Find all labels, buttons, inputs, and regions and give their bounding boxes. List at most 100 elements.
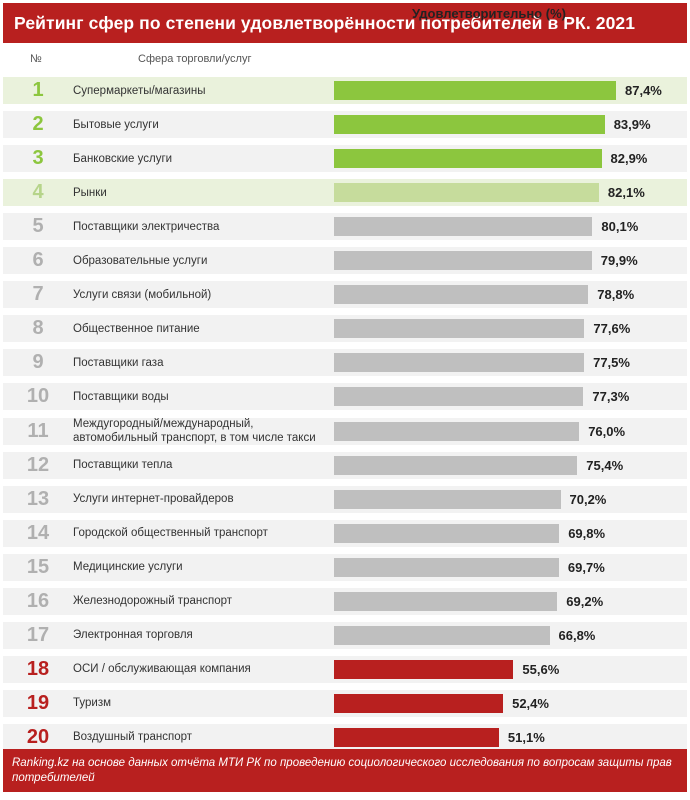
value-label: 69,8% [568, 525, 606, 541]
category-label: Поставщики воды [73, 390, 169, 403]
value-label: 82,1% [607, 185, 645, 201]
rank-number: 7 [32, 283, 44, 306]
table-row: 6 Образовательные услуги 79,9% [3, 247, 687, 275]
value-bar [334, 353, 585, 373]
value-bar [334, 693, 504, 713]
rank-number: 9 [32, 351, 44, 374]
rank-number: 20 [26, 725, 50, 748]
column-header-category: Сфера торговли/услуг [138, 53, 252, 65]
category-label: Железнодорожный транспорт [73, 595, 233, 608]
rank-number: 19 [26, 691, 50, 714]
column-header-value: Удовлетворительно (%) [412, 6, 566, 21]
category-label: Поставщики электричества [73, 220, 220, 233]
source-footer: Ranking.kz на основе данных отчёта МТИ Р… [3, 749, 687, 792]
table-row: 10 Поставщики воды 77,3% [3, 383, 687, 411]
rank-number: 12 [26, 453, 50, 476]
table-row: 11 Междугородный/международный, автомобил… [3, 417, 687, 445]
value-bar [334, 81, 616, 100]
rank-number: 16 [26, 589, 50, 612]
column-header-number: № [30, 53, 42, 65]
value-bar [334, 591, 558, 611]
value-label: 79,9% [600, 253, 638, 269]
category-label: Рынки [73, 186, 107, 199]
table-row: 12 Поставщики тепла 75,4% [3, 451, 687, 479]
value-label: 87,4% [625, 83, 662, 98]
rank-number: 18 [26, 657, 50, 680]
value-bar [334, 455, 578, 475]
value-label: 80,1% [601, 219, 639, 235]
value-label: 55,6% [522, 661, 560, 677]
value-label: 82,9% [610, 151, 648, 167]
value-label: 66,8% [558, 627, 596, 643]
table-row: 4 Рынки 82,1% [3, 179, 687, 207]
value-bar [334, 421, 580, 441]
value-label: 69,2% [566, 593, 604, 609]
rank-number: 3 [32, 147, 44, 170]
value-bar [334, 557, 559, 577]
category-label: Туризм [73, 697, 111, 710]
value-label: 75,4% [586, 457, 624, 473]
category-label: Медицинские услуги [73, 561, 183, 574]
category-label: Воздушный транспорт [73, 731, 193, 744]
table-row: 19 Туризм 52,4% [3, 689, 687, 717]
category-label: Поставщики тепла [73, 459, 173, 472]
table-row: 8 Общественное питание 77,6% [3, 315, 687, 343]
rank-number: 11 [27, 419, 49, 442]
rank-number: 8 [32, 317, 44, 340]
table-row: 3 Банковские услуги 82,9% [3, 145, 687, 173]
value-bar [334, 285, 589, 305]
value-label: 83,9% [613, 117, 651, 133]
rank-number: 15 [26, 555, 50, 578]
value-label: 77,5% [593, 355, 630, 371]
value-label: 78,8% [597, 287, 635, 303]
value-bar [334, 319, 585, 339]
value-label: 77,6% [593, 321, 631, 337]
table-row: 2 Бытовые услуги 83,9% [3, 111, 687, 139]
value-label: 52,4% [512, 695, 549, 711]
table-row: 17 Электронная торговля 66,8% [3, 621, 687, 649]
rank-number: 6 [32, 249, 44, 272]
category-label: Услуги интернет-провайдеров [73, 493, 234, 506]
rank-number: 1 [32, 79, 44, 101]
table-row: 13 Услуги интернет-провайдеров 70,2% [3, 485, 687, 513]
value-label: 77,3% [592, 389, 630, 405]
value-label: 70,2% [569, 491, 607, 507]
rank-number: 10 [26, 385, 50, 408]
table-row: 5 Поставщики электричества 80,1% [3, 213, 687, 241]
table-row: 14 Городской общественный транспорт 69,8% [3, 519, 687, 547]
value-bar [334, 183, 599, 203]
value-label: 69,7% [567, 559, 605, 575]
rank-number: 5 [32, 215, 44, 238]
value-bar [334, 149, 602, 169]
category-label: Междугородный/международный, автомобильн… [73, 418, 316, 444]
category-label: Электронная торговля [73, 629, 193, 642]
table-row: 20 Воздушный транспорт 51,1% [3, 723, 687, 751]
value-bar [334, 387, 584, 407]
chart-title: Рейтинг сфер по степени удовлетворённост… [3, 3, 687, 43]
table-row: 9 Поставщики газа 77,5% [3, 349, 687, 377]
category-label: Супермаркеты/магазины [73, 84, 206, 97]
category-label: Банковские услуги [73, 152, 173, 165]
value-bar [334, 489, 561, 509]
rank-number: 14 [26, 521, 50, 544]
category-label: Бытовые услуги [73, 118, 159, 131]
table-row: 16 Железнодорожный транспорт 69,2% [3, 587, 687, 615]
rank-number: 2 [32, 113, 44, 136]
rank-number: 4 [32, 181, 44, 204]
rank-number: 13 [26, 487, 50, 510]
value-bar [334, 251, 592, 271]
value-label: 76,0% [588, 423, 626, 439]
category-label: Образовательные услуги [73, 254, 208, 267]
table-row: 18 ОСИ / обслуживающая компания 55,6% [3, 655, 687, 683]
category-label: Городской общественный транспорт [73, 527, 268, 540]
category-label: Поставщики газа [73, 356, 164, 369]
category-label: ОСИ / обслуживающая компания [73, 663, 251, 676]
value-bar [334, 659, 514, 679]
table-row: 15 Медицинские услуги 69,7% [3, 553, 687, 581]
table-row: 1 Супермаркеты/магазины 87,4% [3, 77, 687, 104]
rank-number: 17 [26, 623, 50, 646]
value-bar [334, 217, 593, 237]
value-bar [334, 727, 499, 747]
value-bar [334, 523, 560, 543]
category-label: Услуги связи (мобильной) [73, 288, 212, 301]
